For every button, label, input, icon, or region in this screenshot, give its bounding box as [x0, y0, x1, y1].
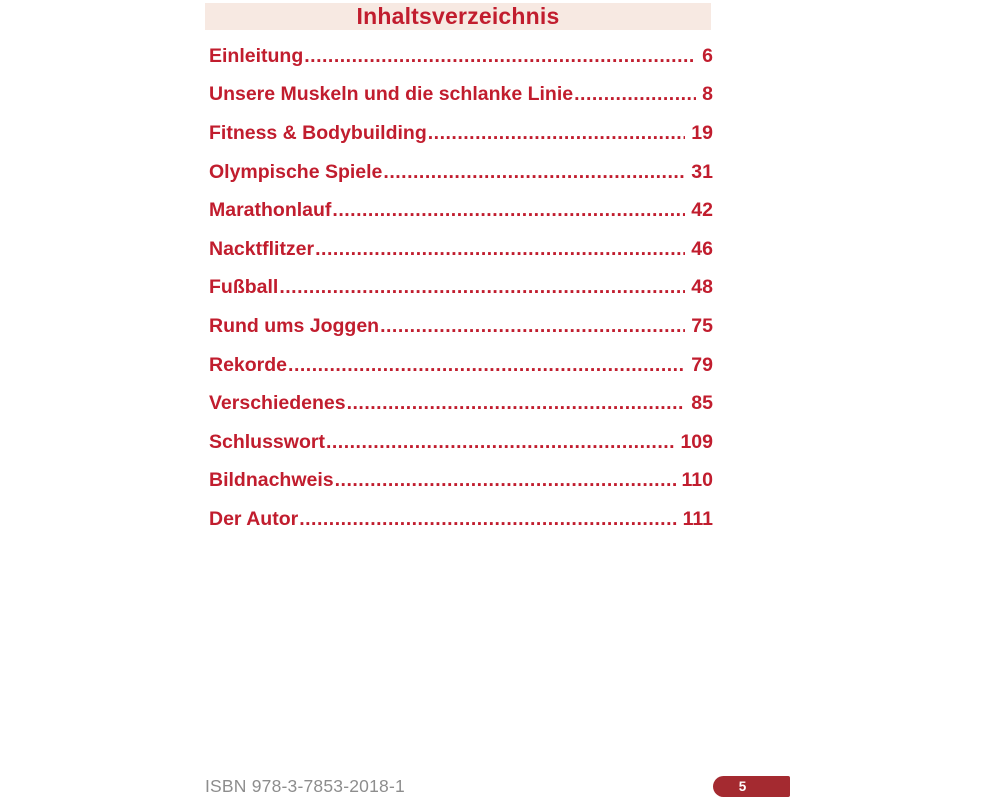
toc-entry-page: 6 — [702, 44, 713, 67]
toc-entry-page: 48 — [691, 276, 713, 299]
toc-entry[interactable]: Verschiedenes...........................… — [209, 384, 713, 423]
toc-dot-leader: ........................................… — [325, 430, 675, 453]
toc-dot-leader: ........................................… — [299, 507, 676, 530]
page-number: 5 — [738, 779, 747, 794]
toc-entry-label: Rund ums Joggen — [209, 314, 380, 337]
page-number-badge: 5 — [713, 776, 790, 797]
toc-entry-label: Verschiedenes — [209, 392, 346, 415]
isbn-text: ISBN 978-3-7853-2018-1 — [205, 776, 405, 796]
toc-entry-label: Fußball — [209, 276, 279, 299]
toc-entry-label: Schlusswort — [209, 430, 325, 453]
toc-entry-label: Unsere Muskeln und die schlanke Linie — [209, 83, 574, 106]
toc-entry[interactable]: Bildnachweis............................… — [209, 462, 713, 501]
page-title: Inhaltsverzeichnis — [356, 3, 560, 29]
toc-dot-leader: ........................................… — [574, 83, 696, 106]
toc-entry[interactable]: Fußball.................................… — [209, 269, 713, 308]
toc-title-bar: Inhaltsverzeichnis — [205, 3, 711, 30]
toc-entry-label: Olympische Spiele — [209, 160, 383, 183]
toc-dot-leader: ........................................… — [332, 199, 686, 222]
toc-dot-leader: ........................................… — [427, 121, 686, 144]
toc-dot-leader: ........................................… — [334, 469, 676, 492]
toc-entry-label: Nacktflitzer — [209, 237, 315, 260]
toc-entry-page: 110 — [681, 469, 713, 492]
toc-dot-leader: ........................................… — [315, 237, 685, 260]
toc-entry-label: Der Autor — [209, 507, 299, 530]
toc-dot-leader: ........................................… — [383, 160, 686, 183]
toc-dot-leader: ........................................… — [288, 353, 685, 376]
toc-entry[interactable]: Rund ums Joggen.........................… — [209, 307, 713, 346]
toc-entry-page: 79 — [691, 353, 713, 376]
toc-entry-label: Fitness & Bodybuilding — [209, 121, 427, 144]
toc-dot-leader: ........................................… — [279, 276, 685, 299]
toc-entry-page: 8 — [702, 83, 713, 106]
toc-entry[interactable]: Nacktflitzer............................… — [209, 230, 713, 269]
toc-dot-leader: ........................................… — [380, 314, 685, 337]
toc-entry[interactable]: Fitness & Bodybuilding..................… — [209, 114, 713, 153]
toc-dot-leader: ........................................… — [346, 392, 686, 415]
toc-entry[interactable]: Rekorde.................................… — [209, 346, 713, 385]
toc-entry[interactable]: Einleitung..............................… — [209, 37, 713, 76]
toc-entry-page: 85 — [691, 392, 713, 415]
toc-entry-page: 42 — [691, 199, 713, 222]
toc-list: Einleitung..............................… — [209, 37, 713, 539]
toc-entry-page: 75 — [691, 314, 713, 337]
toc-dot-leader: ........................................… — [304, 44, 696, 67]
toc-entry-page: 31 — [691, 160, 713, 183]
toc-entry[interactable]: Olympische Spiele.......................… — [209, 153, 713, 192]
toc-entry-label: Bildnachweis — [209, 469, 334, 492]
toc-entry-label: Einleitung — [209, 44, 304, 67]
toc-entry[interactable]: Schlusswort.............................… — [209, 423, 713, 462]
toc-entry-page: 19 — [691, 121, 713, 144]
toc-entry-label: Marathonlauf — [209, 199, 332, 222]
toc-entry[interactable]: Marathonlauf............................… — [209, 191, 713, 230]
toc-entry-label: Rekorde — [209, 353, 288, 376]
toc-entry-page: 111 — [682, 507, 713, 530]
toc-entry[interactable]: Der Autor...............................… — [209, 500, 713, 539]
toc-entry-page: 46 — [691, 237, 713, 260]
toc-entry-page: 109 — [680, 430, 713, 453]
toc-entry[interactable]: Unsere Muskeln und die schlanke Linie...… — [209, 76, 713, 115]
